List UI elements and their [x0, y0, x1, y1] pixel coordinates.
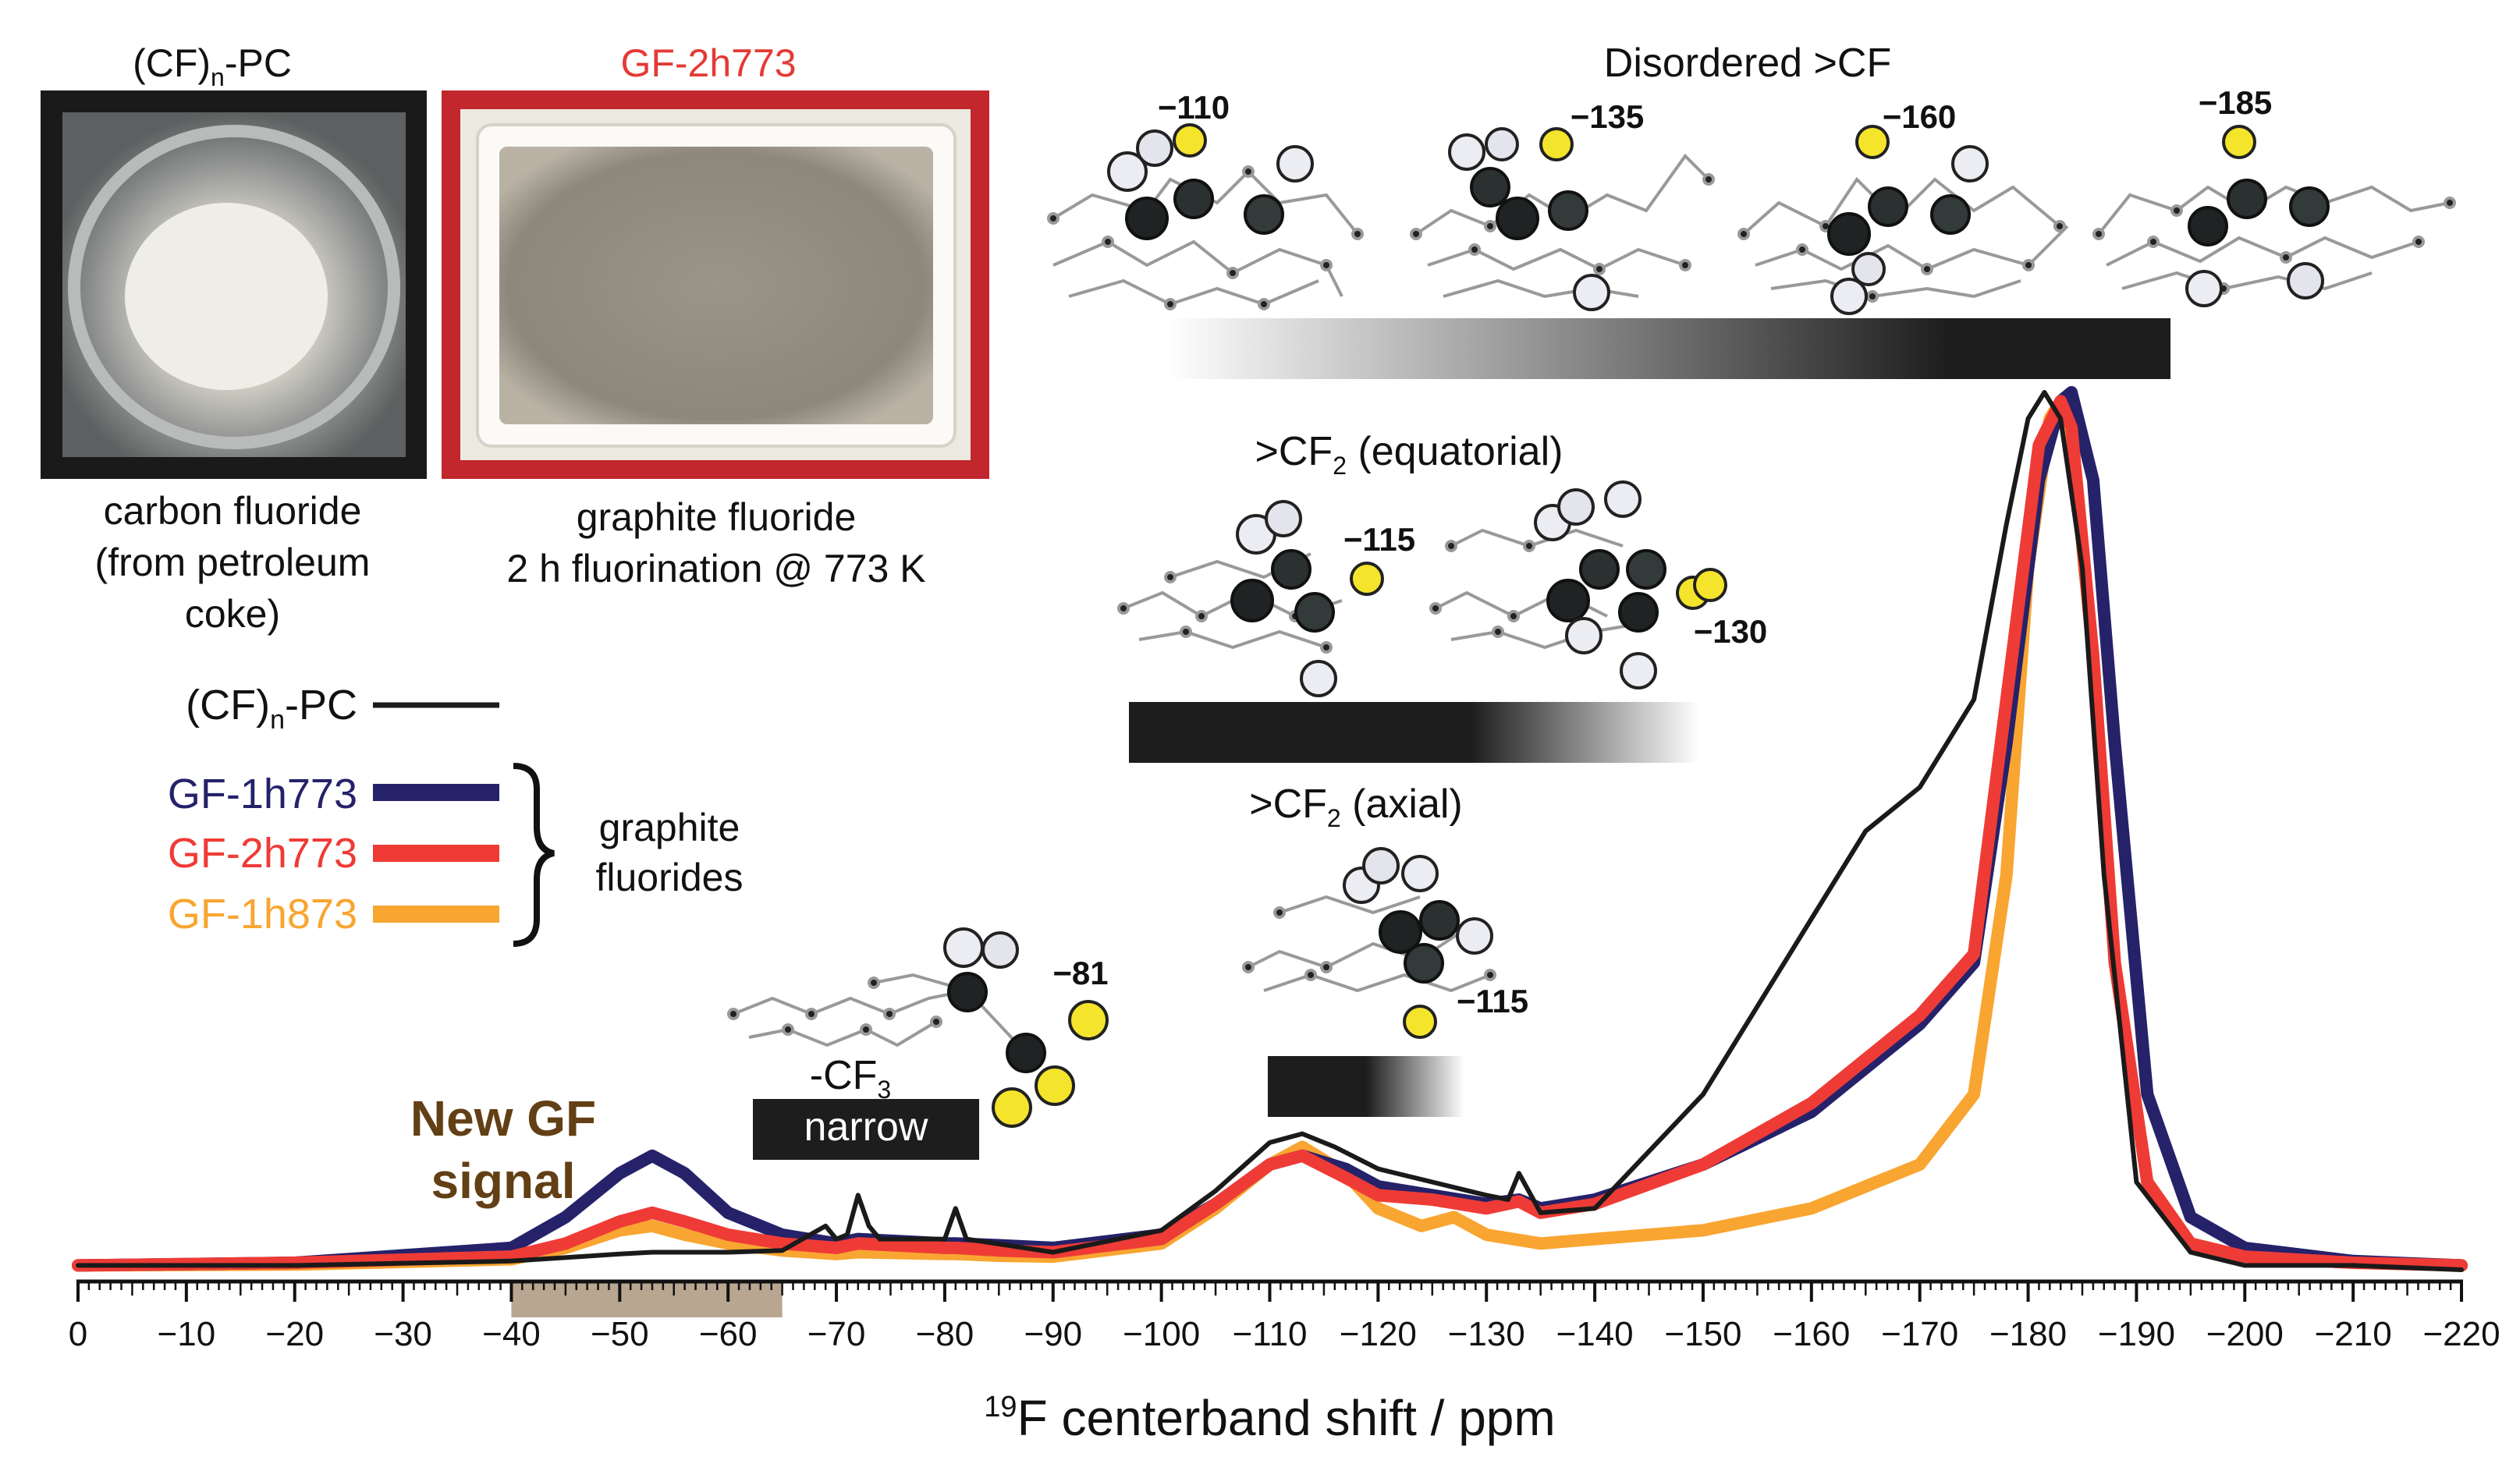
photo-1-caption-3: coke)	[185, 592, 280, 636]
grey-powder	[499, 147, 933, 424]
cf3-annotation: -CF3 narrow −81	[727, 927, 1109, 1160]
legend-group-label-1: graphite	[599, 806, 740, 849]
x-tick-label: −110	[1233, 1315, 1308, 1353]
cf2-ax-label: >CF2 (axial)	[1249, 782, 1463, 832]
cf2-eq-shift-bar	[1129, 702, 1699, 763]
cf2-eq-shift-1: −115	[1343, 521, 1415, 558]
cf-title: Disordered >CF	[1604, 41, 1891, 86]
narrow-label: narrow	[804, 1104, 928, 1150]
x-tick-label: −120	[1340, 1315, 1417, 1353]
x-tick-label: −140	[1556, 1315, 1634, 1353]
x-tick-label: −100	[1123, 1315, 1200, 1353]
x-tick-label: −80	[916, 1315, 974, 1353]
legend-group-label-2: fluorides	[596, 856, 744, 899]
cf2-ax-molecule	[1242, 847, 1496, 1039]
photo-graphite-fluoride: GF-2h773 graphite fluoride 2 h fluorinat…	[442, 41, 989, 590]
x-tick-label: 0	[69, 1315, 87, 1353]
x-axis-ticks: 0 −10 −20 −30 −40 −50 −60 −70 −80 −90 −100 −110 −120…	[69, 1281, 2500, 1353]
x-tick-label: −180	[1989, 1315, 2067, 1353]
series-line-gf-1h773	[72, 386, 2468, 1272]
x-tick-label: −220	[2422, 1315, 2500, 1353]
series-layer	[72, 386, 2468, 1272]
photo-carbon-fluoride: (CF)n-PC carbon fluoride (from petroleum…	[41, 41, 427, 636]
cf-molecule-2	[1410, 127, 1715, 311]
series-line-gf-2h773	[72, 395, 2468, 1272]
cf3-label: -CF3	[810, 1053, 891, 1104]
x-tick-label: −210	[2315, 1315, 2392, 1353]
x-tick-label: −70	[807, 1315, 866, 1353]
legend-label-gf-1h873: GF-1h873	[168, 891, 357, 938]
x-tick-label: −20	[265, 1315, 324, 1353]
x-tick-label: −190	[2098, 1315, 2175, 1353]
new-gf-label-2: signal	[431, 1153, 576, 1209]
new-gf-label-1: New GF	[410, 1090, 596, 1147]
photo-2-caption-2: 2 h fluorination @ 773 K	[506, 547, 925, 590]
cf2-axial-annotation: >CF2 (axial) −115	[1242, 782, 1528, 1117]
cf3-shift: −81	[1052, 955, 1108, 991]
cf2-equatorial-annotation: >CF2 (equatorial) −115 −130	[1117, 429, 1768, 763]
cf-shift-4: −185	[2199, 84, 2273, 121]
x-tick-label: −170	[1881, 1315, 1958, 1353]
photo-2-title: GF-2h773	[620, 41, 796, 85]
x-tick-label: −10	[158, 1315, 216, 1353]
cf-shift-3: −160	[1883, 98, 1957, 135]
legend-label-gf-2h773: GF-2h773	[168, 830, 357, 877]
x-tick-label: −90	[1024, 1315, 1082, 1353]
cf-shift-2: −135	[1571, 98, 1645, 135]
legend: (CF)n-PC GF-1h773 GF-2h773 GF-1h873 grap…	[168, 682, 744, 947]
new-gf-annotation: New GF signal	[410, 1090, 596, 1209]
legend-label-gf-1h773: GF-1h773	[168, 771, 357, 817]
cf-shift-1: −110	[1158, 89, 1230, 126]
photo-2-caption-1: graphite fluoride	[577, 495, 857, 539]
spectrum-plot: 0 −10 −20 −30 −40 −50 −60 −70 −80 −90 −100 −110 −120…	[69, 386, 2500, 1446]
x-axis-label: 19F centerband shift / ppm	[984, 1390, 1555, 1446]
x-tick-label: −60	[699, 1315, 758, 1353]
cf-molecule-4	[2092, 125, 2456, 307]
x-tick-label: −40	[482, 1315, 541, 1353]
cf-molecule-3	[1737, 125, 2069, 315]
photo-1-caption-2: (from petroleum	[95, 541, 371, 584]
legend-brace	[513, 763, 555, 947]
photo-1-caption-1: carbon fluoride	[104, 489, 362, 533]
narrow-bar	[753, 1099, 979, 1160]
x-tick-label: −30	[374, 1315, 432, 1353]
x-tick-label: −160	[1773, 1315, 1850, 1353]
cf2-eq-molecule-2	[1429, 480, 1727, 689]
white-powder	[125, 203, 328, 390]
x-tick-label: −150	[1664, 1315, 1741, 1353]
cf2-eq-molecule-1	[1117, 500, 1384, 697]
x-tick-label: −200	[2206, 1315, 2284, 1353]
cf-shift-bar	[1167, 318, 2170, 379]
legend-label-cf-pc: (CF)n-PC	[186, 682, 357, 735]
x-tick-label: −130	[1448, 1315, 1525, 1353]
cf-annotation: Disordered >CF −110 −135	[1047, 41, 2456, 379]
petri-dish-rim	[68, 125, 400, 449]
cf3-molecule	[727, 927, 1109, 1128]
cf2-ax-shift-bar	[1268, 1056, 1464, 1117]
series-line--cf-n-pc	[76, 390, 2464, 1272]
cf2-ax-shift: −115	[1457, 983, 1528, 1019]
cf-molecule-1	[1047, 123, 1364, 310]
x-tick-label: −50	[591, 1315, 649, 1353]
cf2-eq-label: >CF2 (equatorial)	[1255, 429, 1563, 480]
cf2-eq-shift-2: −130	[1694, 613, 1768, 650]
photo-1-title: (CF)n-PC	[133, 41, 292, 91]
new-gf-highlight-band	[511, 1281, 783, 1317]
